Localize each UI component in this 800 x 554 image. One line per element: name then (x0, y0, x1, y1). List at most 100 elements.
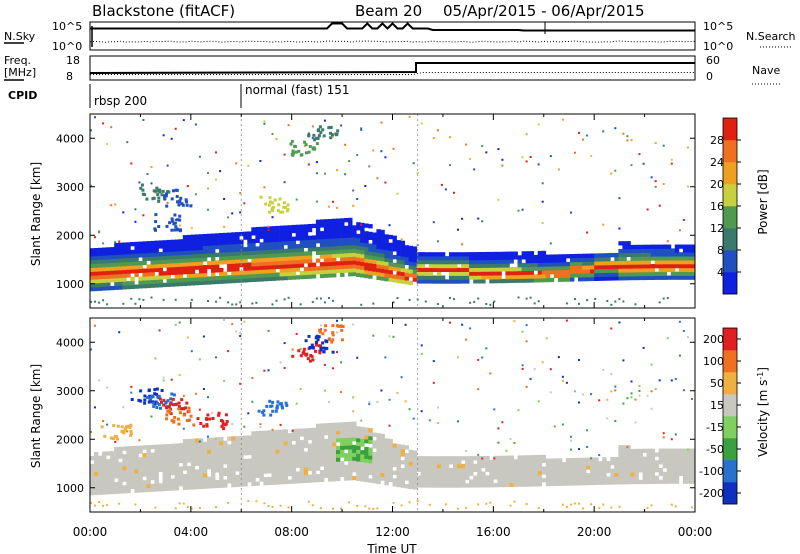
ground-speck (98, 501, 101, 503)
scatter-speck (215, 437, 217, 440)
high-range-echo (294, 150, 298, 154)
power-cell (598, 257, 603, 262)
velocity-cell (380, 476, 385, 481)
power-cell (114, 254, 119, 259)
ground-speck (469, 301, 472, 304)
velocity-cell (158, 459, 163, 465)
velocity-cell (267, 476, 272, 482)
scatter-speck (243, 202, 246, 205)
y-tick-label: 2000 (56, 433, 84, 446)
velocity-cell (481, 463, 486, 469)
power-cell (170, 239, 176, 244)
power-cell (106, 286, 111, 291)
power-cell (198, 238, 204, 243)
power-cell (376, 248, 381, 253)
power-cell (267, 272, 272, 278)
power-cell (396, 251, 401, 256)
velocity-cell (130, 473, 135, 478)
high-range-echo (205, 423, 209, 427)
velocity-cell (207, 484, 212, 489)
velocity-cell (344, 429, 349, 435)
velocity-cell (207, 441, 212, 446)
power-cell (287, 252, 292, 257)
velocity-cell (275, 445, 280, 450)
power-cell (190, 250, 196, 255)
ground-speck (106, 503, 109, 506)
velocity-cell (174, 486, 180, 491)
velocity-cell (94, 459, 99, 465)
velocity-cell (691, 467, 696, 473)
power-cell (170, 243, 176, 248)
power-cell (384, 273, 389, 278)
power-cell (283, 237, 288, 242)
power-cell (215, 233, 220, 238)
power-cell (202, 237, 208, 243)
power-cell (541, 274, 547, 279)
power-cell (259, 257, 264, 263)
velocity-cell (328, 446, 333, 451)
velocity-cell (340, 465, 345, 470)
velocity-cell (130, 461, 135, 466)
velocity-cell (344, 441, 349, 446)
power-cell (428, 263, 434, 269)
velocity-cell (553, 470, 559, 475)
scatter-speck (436, 129, 439, 132)
power-cell (275, 256, 280, 262)
power-cell (428, 267, 434, 272)
power-cell (517, 263, 522, 268)
velocity-cell (634, 476, 639, 481)
velocity-cell (255, 462, 260, 467)
power-cell (541, 254, 547, 259)
nsearch-label: N.Search (746, 30, 796, 43)
velocity-cell (138, 480, 143, 485)
velocity-cell (521, 463, 526, 468)
velocity-cell (182, 450, 188, 456)
power-cell (126, 246, 131, 251)
power-cell (162, 271, 167, 276)
power-cell (444, 256, 450, 261)
power-cell (352, 233, 357, 238)
high-range-echo (268, 196, 272, 200)
high-range-echo (223, 423, 227, 427)
velocity-cell (110, 466, 115, 471)
velocity-cell (630, 448, 635, 454)
power-cell (404, 256, 409, 262)
velocity-cell (364, 458, 369, 463)
velocity-cell (259, 438, 264, 443)
power-cell (150, 252, 155, 257)
power-cell (332, 230, 337, 235)
velocity-cell (106, 490, 111, 495)
power-cell (126, 261, 131, 266)
power-cell (239, 270, 244, 275)
scatter-speck (336, 319, 338, 322)
velocity-cell (529, 459, 534, 464)
power-cell (255, 262, 260, 267)
scatter-speck (574, 390, 576, 393)
velocity-cell (646, 452, 651, 457)
power-cell (303, 266, 309, 272)
power-cell (275, 272, 280, 277)
power-cell (291, 267, 297, 272)
power-cell (477, 263, 482, 268)
velocity-cell (332, 426, 337, 431)
velocity-cell (364, 450, 369, 455)
power-cell (461, 275, 466, 280)
scatter-speck (251, 400, 254, 403)
power-cell (227, 232, 232, 237)
velocity-cell (307, 474, 313, 479)
power-cell (549, 254, 555, 259)
power-cell (190, 281, 196, 286)
power-cell (295, 228, 301, 233)
velocity-cell (654, 468, 660, 473)
power-cell (174, 266, 180, 271)
power-cell (400, 252, 405, 257)
power-cell (243, 270, 248, 275)
scatter-speck (428, 419, 431, 422)
velocity-cell (283, 444, 288, 450)
velocity-cell (142, 472, 147, 477)
velocity-cell (154, 475, 159, 480)
velocity-cell (602, 461, 607, 466)
velocity-cell (453, 456, 458, 461)
power-cell (332, 234, 337, 239)
high-range-echo (176, 417, 180, 421)
